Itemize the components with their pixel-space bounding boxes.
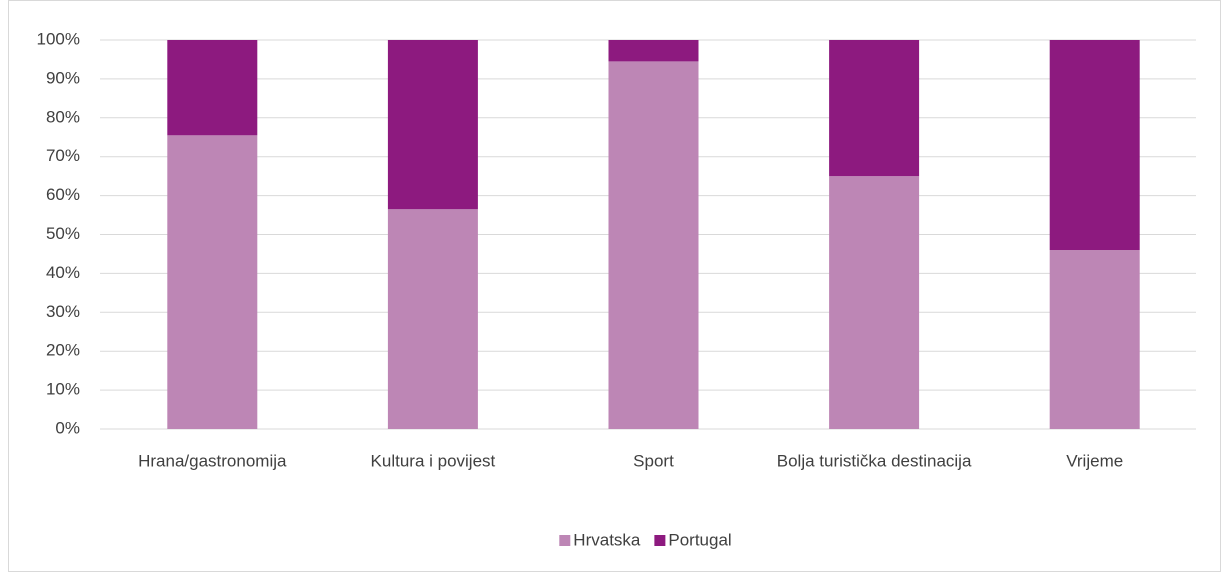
bar-segment — [829, 40, 920, 177]
y-tick-label: 20% — [46, 341, 80, 360]
bar-segment — [387, 40, 478, 210]
y-tick-label: 100% — [37, 29, 80, 48]
x-tick-label: Kultura i povijest — [371, 451, 496, 470]
legend-label: Hrvatska — [573, 530, 641, 549]
y-tick-label: 90% — [46, 68, 80, 87]
y-tick-label: 60% — [46, 185, 80, 204]
bar-segment — [608, 40, 699, 62]
x-tick-label: Hrana/gastronomija — [138, 451, 287, 470]
y-tick-label: 30% — [46, 302, 80, 321]
bar-segment — [1049, 250, 1140, 429]
x-tick-label: Vrijeme — [1066, 451, 1123, 470]
legend-label: Portugal — [668, 530, 731, 549]
x-tick-label: Sport — [633, 451, 674, 470]
y-tick-label: 40% — [46, 263, 80, 282]
y-tick-label: 10% — [46, 380, 80, 399]
legend-swatch — [654, 535, 666, 546]
bar-segment — [167, 40, 258, 136]
legend: Hrvatska Portugal — [559, 530, 732, 549]
y-tick-label: 80% — [46, 107, 80, 126]
y-tick-label: 0% — [55, 418, 80, 437]
bar-segment — [608, 61, 699, 430]
y-tick-label: 70% — [46, 146, 80, 165]
bar-segment — [1049, 40, 1140, 251]
bar-segment — [387, 209, 478, 429]
bar-segment — [829, 176, 920, 429]
bar-segment — [167, 135, 258, 429]
x-tick-label: Bolja turistička destinacija — [777, 451, 972, 470]
y-tick-label: 50% — [46, 224, 80, 243]
legend-swatch — [559, 535, 571, 546]
